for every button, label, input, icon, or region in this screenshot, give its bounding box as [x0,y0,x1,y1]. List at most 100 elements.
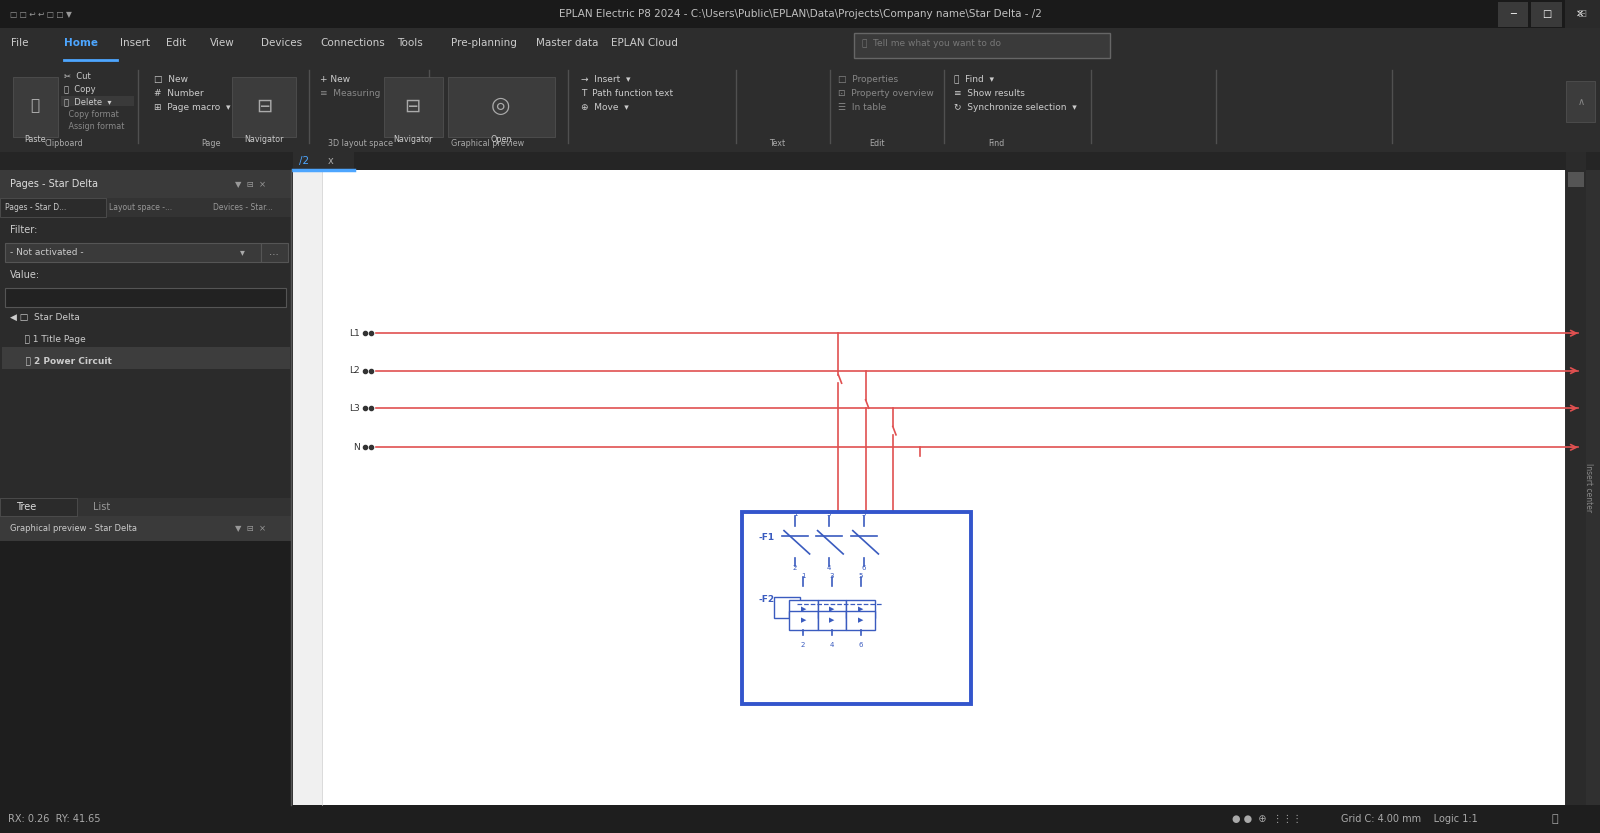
Text: ✕: ✕ [1576,9,1584,19]
Text: 3D layout space: 3D layout space [328,139,392,147]
Text: ● ●  ⊕  ⋮⋮⋮: ● ● ⊕ ⋮⋮⋮ [1232,814,1302,824]
Text: 6: 6 [859,641,862,648]
Bar [0,198,106,217]
Text: Pages - Star D...: Pages - Star D... [5,203,66,212]
Bar [13,77,58,137]
Text: ⧉  Copy: ⧉ Copy [64,86,96,94]
Text: 3: 3 [830,572,834,579]
Text: 4: 4 [827,565,830,571]
Text: 🔍: 🔍 [1552,814,1558,824]
Text: ▶: ▶ [858,617,864,624]
Bar [0,498,77,516]
Text: Graphical preview: Graphical preview [451,139,525,147]
Text: □  Properties: □ Properties [838,75,899,83]
Bar [789,600,818,618]
Text: ✂  Cut: ✂ Cut [64,72,91,81]
Text: 5: 5 [859,572,862,579]
Bar [846,600,875,618]
Text: - Not activated -: - Not activated - [10,248,83,257]
Text: ∧: ∧ [1578,97,1584,107]
Bar [5,243,261,262]
Bar [0,170,291,198]
Text: Connections: Connections [320,38,384,48]
Text: Paste: Paste [24,136,46,144]
Text: 1: 1 [794,511,797,517]
Text: ▶: ▶ [829,617,835,624]
Text: x: x [328,156,334,166]
Text: □  New: □ New [154,75,187,83]
Bar [293,170,1565,805]
Text: ▼  ⊟  ×: ▼ ⊟ × [235,525,266,533]
Bar [0,0,1600,28]
Text: Navigator: Navigator [245,136,283,144]
Bar [742,512,971,704]
Bar [0,28,1600,62]
Text: L3: L3 [349,404,360,412]
Text: □ □ ↩ ↩ □ □ ▼: □ □ ↩ ↩ □ □ ▼ [10,10,72,18]
Text: Value:: Value: [10,270,40,280]
Text: Insert center: Insert center [1584,463,1592,511]
Text: ▾: ▾ [240,247,245,257]
Text: Tree: Tree [16,502,37,512]
Text: Text: Text [770,139,786,147]
Text: Open: Open [490,136,512,144]
Text: View: View [210,38,234,48]
Text: ↻  Synchronize selection  ▾: ↻ Synchronize selection ▾ [954,103,1077,112]
Text: EPLAN Electric P8 2024 - C:\Users\Public\EPLAN\Data\Projects\Company name\Star D: EPLAN Electric P8 2024 - C:\Users\Public… [558,9,1042,19]
Text: Grid C: 4.00 mm    Logic 1:1: Grid C: 4.00 mm Logic 1:1 [1341,814,1477,824]
Text: EPLAN Cloud: EPLAN Cloud [611,38,678,48]
Bar [1531,2,1562,27]
Text: ◀ □  Star Delta: ◀ □ Star Delta [10,313,80,322]
Text: RX: 0.26  RY: 41.65: RX: 0.26 RY: 41.65 [8,814,101,824]
Text: Layout space -...: Layout space -... [109,203,171,212]
Text: ▶: ▶ [800,606,806,612]
Bar [0,152,1600,170]
Text: Find: Find [989,139,1005,147]
Text: Filter:: Filter: [10,225,37,235]
Bar [61,96,134,106]
Text: L1: L1 [349,329,360,337]
Text: 1: 1 [802,572,805,579]
Text: L2: L2 [349,367,360,375]
Text: Tools: Tools [397,38,422,48]
Text: + New: + New [320,75,350,83]
Text: Navigator: Navigator [394,136,432,144]
Text: Master data: Master data [536,38,598,48]
Bar [1566,152,1586,805]
Text: Devices: Devices [261,38,302,48]
Text: ☰  In table: ☰ In table [838,103,886,112]
Bar [854,32,1110,57]
Bar [1565,2,1595,27]
Text: ≡  Measuring: ≡ Measuring [320,89,381,97]
Text: Page: Page [202,139,221,147]
Text: ▶: ▶ [800,617,806,624]
Bar [1565,0,1600,28]
Text: /2: /2 [299,156,309,166]
Text: T  Path function text: T Path function text [581,89,674,97]
Text: 🗑  Delete  ▾: 🗑 Delete ▾ [64,97,112,106]
Text: File: File [11,38,29,48]
Text: 3: 3 [827,511,830,517]
Bar [2,347,290,369]
Text: ▶: ▶ [858,606,864,612]
Bar [0,198,291,217]
Text: Devices - Star...: Devices - Star... [213,203,272,212]
Text: Copy format: Copy format [61,111,118,119]
Text: 5: 5 [862,511,866,517]
Bar [5,288,286,307]
Bar [846,611,875,630]
Bar [1568,172,1584,187]
Text: 4: 4 [830,641,834,648]
Text: ▶: ▶ [829,606,835,612]
Text: Edit: Edit [166,38,187,48]
Text: Home: Home [64,38,98,48]
Text: 2: 2 [794,565,797,571]
Text: ▼  ⊟  ×: ▼ ⊟ × [235,180,266,188]
Bar [0,541,291,805]
Text: □: □ [1542,9,1550,19]
Text: 🔍  Find  ▾: 🔍 Find ▾ [954,75,994,83]
Text: #  Number: # Number [154,89,203,97]
Bar [261,243,288,262]
Text: 📋: 📋 [30,98,40,113]
Text: 🔴 2 Power Circuit: 🔴 2 Power Circuit [13,357,112,365]
